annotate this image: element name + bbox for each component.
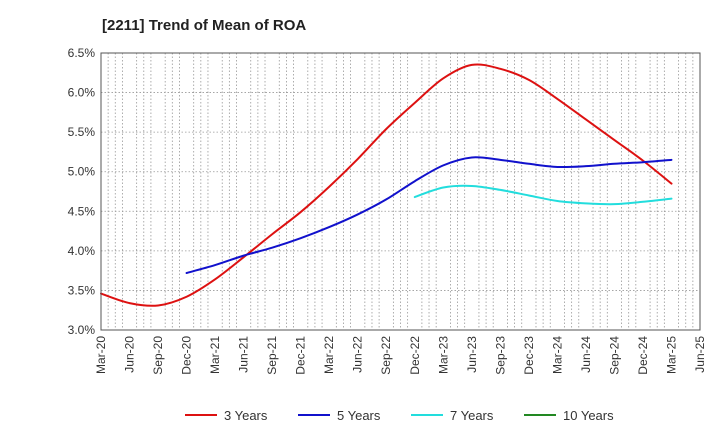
x-tick-label: Mar-22 (322, 336, 336, 374)
x-axis-ticks: Mar-20 Jun-20 Sep-20 Dec-20 Mar-21 Jun-21 Sep-… (94, 336, 707, 375)
y-tick-label: 3.0% (68, 323, 96, 337)
x-tick-label: Jun-23 (465, 336, 479, 373)
x-tick-label: Jun-21 (237, 336, 251, 373)
x-tick-label: Mar-20 (94, 336, 108, 374)
y-tick-label: 5.0% (68, 165, 96, 179)
series-layer (100, 63, 673, 307)
x-tick-label: Jun-24 (579, 336, 593, 373)
y-tick-label: 5.5% (68, 125, 96, 139)
y-axis-ticks: 3.0% 3.5% 4.0% 4.5% 5.0% 5.5% 6.0% 6.5% (68, 46, 96, 337)
x-tick-label: Dec-22 (408, 336, 422, 375)
grid-layer (100, 52, 700, 331)
legend: 3 Years 5 Years 7 Years 10 Years (185, 408, 614, 423)
x-tick-label: Mar-25 (664, 336, 678, 374)
x-tick-label: Mar-24 (550, 336, 564, 374)
series-line-7-years (413, 184, 673, 206)
y-tick-label: 3.5% (68, 283, 96, 297)
x-tick-label: Dec-21 (294, 336, 308, 375)
legend-label-7-years: 7 Years (450, 408, 494, 423)
legend-label-10-years: 10 Years (563, 408, 614, 423)
legend-label-3-years: 3 Years (224, 408, 268, 423)
x-tick-label: Sep-24 (607, 336, 621, 375)
x-tick-label: Mar-21 (208, 336, 222, 374)
x-tick-label: Mar-23 (436, 336, 450, 374)
x-tick-label: Dec-24 (636, 336, 650, 375)
x-tick-label: Dec-20 (180, 336, 194, 375)
x-tick-label: Sep-20 (151, 336, 165, 375)
chart-title: [2211] Trend of Mean of ROA (102, 17, 306, 34)
plot-frame (100, 52, 701, 331)
x-tick-label: Jun-25 (693, 336, 707, 373)
x-tick-label: Dec-23 (522, 336, 536, 375)
x-tick-label: Sep-22 (379, 336, 393, 375)
x-tick-label: Jun-20 (123, 336, 137, 373)
y-tick-label: 6.5% (68, 46, 96, 60)
x-tick-label: Sep-21 (265, 336, 279, 375)
legend-label-5-years: 5 Years (337, 408, 381, 423)
y-tick-label: 4.5% (68, 204, 96, 218)
y-tick-label: 6.0% (68, 86, 96, 100)
x-tick-label: Jun-22 (351, 336, 365, 373)
x-tick-label: Sep-23 (493, 336, 507, 375)
series-line-5-years (185, 156, 673, 275)
series-line-3-years (100, 63, 673, 307)
y-tick-label: 4.0% (68, 244, 96, 258)
